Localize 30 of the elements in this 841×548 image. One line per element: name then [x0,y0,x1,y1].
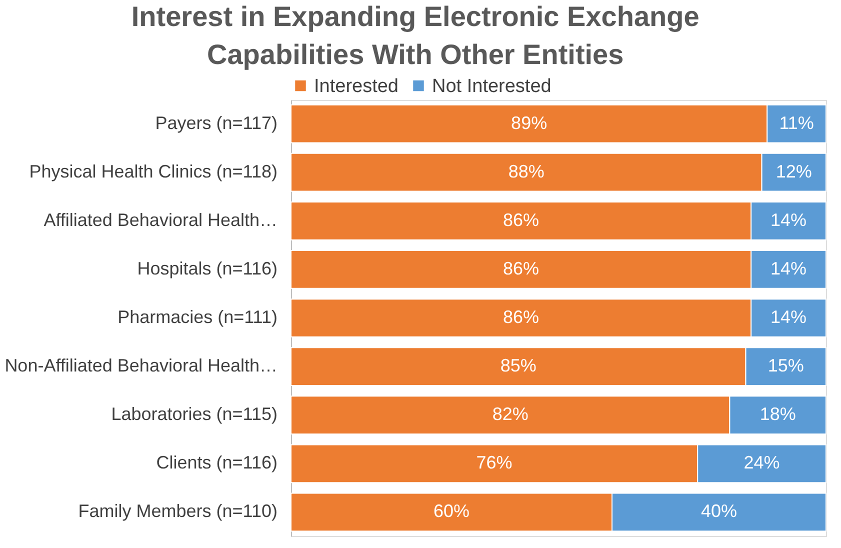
y-tick-label: Pharmacies (n=111) [118,307,278,327]
y-tick-label: Clients (n=116) [156,452,278,473]
y-tick-label: Payers (n=117) [155,112,278,133]
data-label: 76% [476,452,512,473]
data-label: 82% [492,404,528,424]
data-label: 12% [776,161,812,182]
data-label: 14% [770,210,807,230]
data-label: 14% [770,258,807,278]
data-label: 15% [768,356,804,376]
legend-label: Not Interested [432,76,552,97]
data-label: 86% [503,307,540,327]
data-label: 89% [511,112,548,133]
data-label: 18% [760,404,796,424]
data-label: 86% [503,210,540,230]
y-tick-label: Non-Affiliated Behavioral Health… [4,356,278,376]
y-tick-label: Physical Health Clinics (n=118) [29,161,278,182]
y-tick-label: Affiliated Behavioral Health… [44,210,278,230]
y-tick-label: Laboratories (n=115) [111,404,278,424]
data-label: 86% [503,258,540,278]
data-label: 88% [508,161,544,182]
data-label: 40% [700,501,738,522]
legend-label: Interested [314,76,398,97]
y-tick-label: Family Members (n=110) [78,501,278,522]
data-label: 60% [433,501,470,522]
y-tick-label: Hospitals (n=116) [137,258,278,278]
data-label: 11% [779,112,814,133]
data-label: 24% [744,452,780,473]
data-label: 85% [500,356,536,376]
data-label: 14% [770,307,807,327]
chart-title: Interest in Expanding Electronic Exchange Capabilities With Other Entities [131,1,700,70]
